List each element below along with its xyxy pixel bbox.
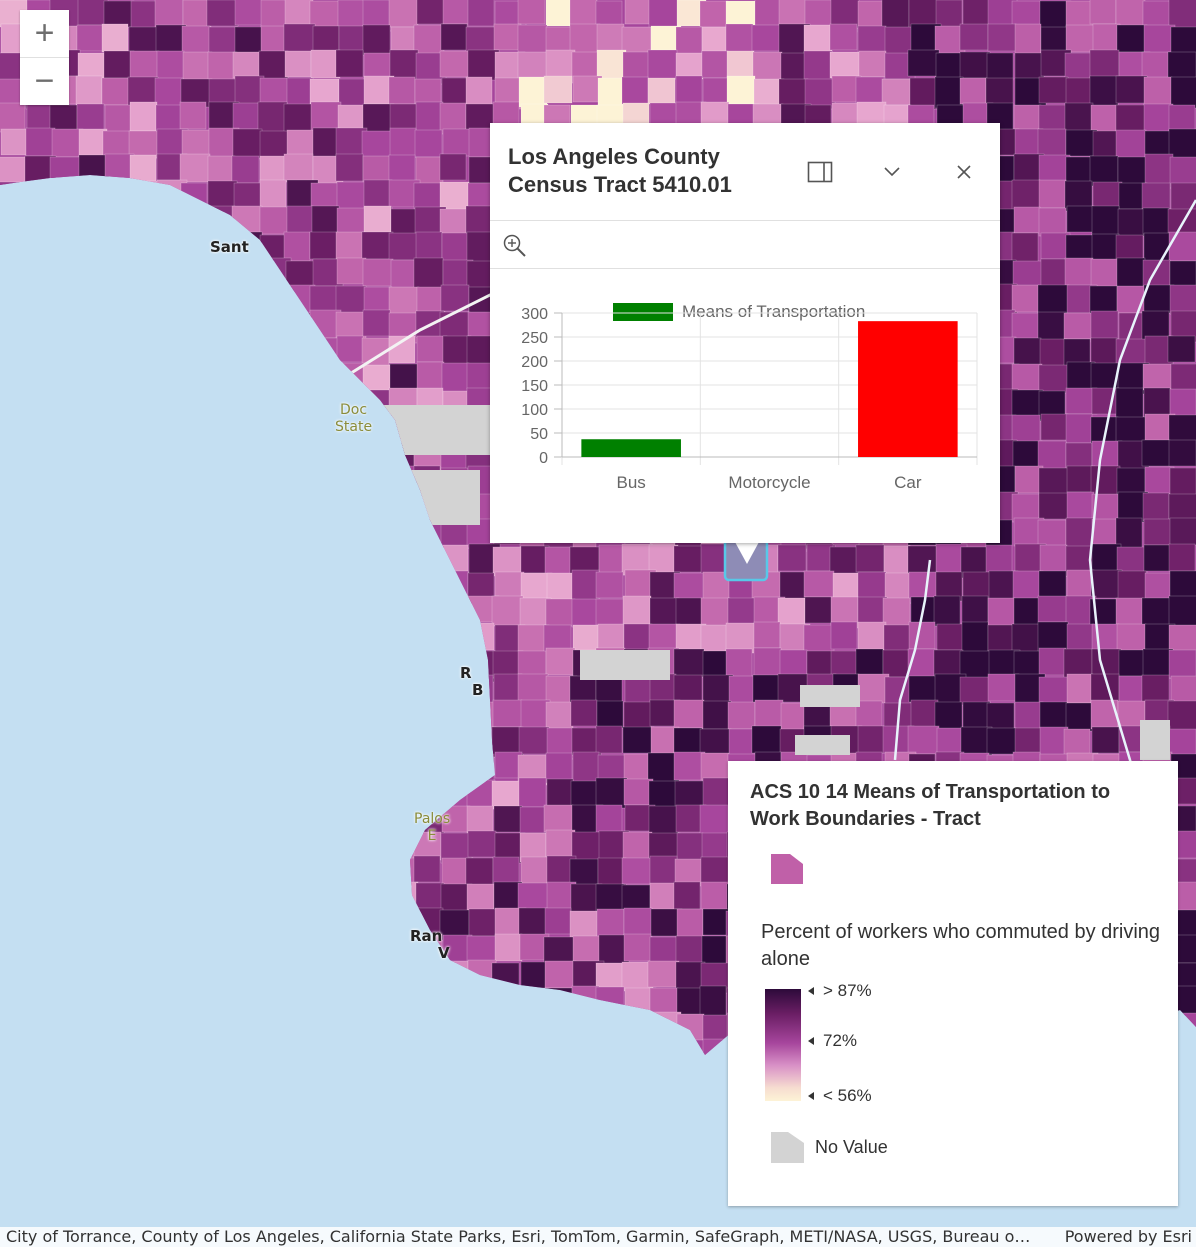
attribution-bar: City of Torrance, County of Los Angeles,…: [0, 1227, 1196, 1247]
legend-title: ACS 10 14 Means of Transportation to Wor…: [750, 781, 1111, 830]
bar-chart: Means of Transportation 0 50 100 150 200 250 30…: [521, 302, 978, 492]
ramp-label-low: < 56%: [808, 1086, 872, 1106]
zoom-control: + −: [20, 10, 69, 105]
ramp-label-mid-text: 72%: [823, 1031, 858, 1050]
powered-by-esri[interactable]: Powered by Esri: [1064, 1227, 1192, 1246]
feature-popup: Los Angeles County Census Tract 5410.01 …: [490, 123, 1000, 543]
place-label-rancho-line1: Ran: [410, 927, 443, 945]
place-label-dockweiler-line1: Doc: [340, 402, 368, 418]
ramp-label-high-text: > 87%: [823, 981, 872, 1000]
y-tick-label: 50: [530, 426, 548, 443]
dock-button[interactable]: [805, 157, 835, 187]
close-icon: [957, 165, 971, 179]
plus-icon: +: [34, 14, 55, 52]
no-value-label: No Value: [815, 1137, 888, 1157]
bar-bus[interactable]: [581, 439, 681, 457]
popup-header: Los Angeles County Census Tract 5410.01: [490, 123, 1000, 221]
place-label-santa-monica: Sant: [210, 238, 249, 256]
y-tick-label: 200: [521, 354, 548, 371]
collapse-button[interactable]: [877, 157, 907, 187]
y-tick-label: 300: [521, 306, 548, 323]
zoom-to-button[interactable]: [502, 233, 528, 259]
place-label-dockweiler: Doc State: [335, 402, 372, 436]
popup-chart: Means of Transportation 0 50 100 150 200 250 30…: [490, 269, 1000, 539]
map-legend: ACS 10 14 Means of Transportation to Wor…: [728, 761, 1178, 1206]
place-label-dockweiler-line2: State: [335, 419, 373, 435]
place-label-redondo-line2: B: [472, 681, 484, 699]
place-label-palos-line2: E: [427, 828, 437, 844]
attribution-text[interactable]: City of Torrance, County of Los Angeles,…: [6, 1227, 1031, 1246]
place-label-rancho: Ran V: [410, 928, 450, 962]
place-label-palos-line1: Palos: [414, 811, 451, 827]
minus-icon: −: [34, 62, 55, 100]
place-label-redondo: R B: [460, 665, 483, 699]
zoom-out-button[interactable]: −: [20, 57, 69, 105]
place-label-palos-verdes: Palos E: [414, 811, 450, 845]
zoom-in-button[interactable]: +: [20, 10, 69, 57]
ramp-label-high: > 87%: [808, 981, 872, 1001]
legend-field-label: Percent of workers who commuted by drivi…: [761, 921, 1161, 970]
y-tick-label: 100: [521, 402, 548, 419]
x-tick-label: Motorcycle: [728, 473, 810, 492]
x-tick-label: Bus: [617, 473, 646, 492]
popup-actions: [490, 221, 1000, 269]
popup-pointer: [735, 542, 759, 564]
place-label-redondo-line1: R: [460, 664, 472, 682]
chart-legend: Means of Transportation: [613, 302, 865, 321]
y-tick-label: 0: [539, 450, 548, 467]
legend-series-label: Means of Transportation: [682, 302, 865, 321]
y-tick-label: 250: [521, 330, 548, 347]
color-ramp: [765, 989, 801, 1101]
bar-car[interactable]: [858, 321, 958, 457]
dock-panel-icon: [807, 161, 833, 183]
ramp-label-low-text: < 56%: [823, 1086, 872, 1105]
legend-series-swatch: [613, 303, 673, 321]
zoom-in-icon: [503, 234, 526, 257]
x-tick-label: Car: [894, 473, 922, 492]
close-button[interactable]: [949, 157, 979, 187]
no-value-swatch: [771, 1132, 804, 1163]
y-tick-label: 150: [521, 378, 548, 395]
legend-symbol-swatch: [771, 854, 803, 884]
chevron-down-icon: [884, 167, 900, 177]
popup-title: Los Angeles County Census Tract 5410.01: [508, 144, 732, 197]
ramp-label-mid: 72%: [808, 1031, 857, 1051]
place-label-rancho-line2: V: [438, 944, 450, 962]
